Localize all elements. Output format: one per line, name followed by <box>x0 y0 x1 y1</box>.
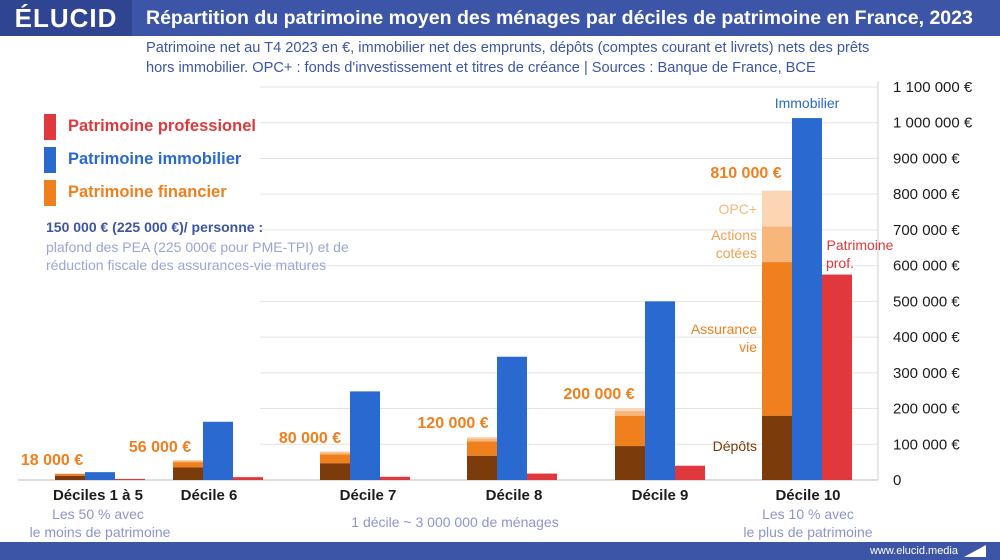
y-tick-label: 0 <box>893 472 901 489</box>
site-url: www.elucid.media <box>869 545 958 557</box>
annotation-opc: OPC+ <box>718 201 757 217</box>
y-tick-label: 500 000 € <box>893 293 960 310</box>
bar-depots <box>467 455 497 480</box>
bar-opc <box>615 408 645 412</box>
y-tick-label: 200 000 € <box>893 401 960 418</box>
bar-actions <box>173 460 203 463</box>
financial-total-label: 200 000 € <box>563 386 634 403</box>
y-tick-label: 300 000 € <box>893 365 960 382</box>
bar-opc <box>320 451 350 453</box>
title-bar: ÉLUCID Répartition du patrimoine moyen d… <box>0 0 1000 36</box>
bar-opc <box>173 459 203 461</box>
subtitle-line-2: hors immobilier. OPC+ : fonds d'investis… <box>146 60 816 76</box>
financial-total-label: 120 000 € <box>417 415 488 432</box>
annotation-assurance-line1: Assurance <box>691 321 757 337</box>
bar-assurance <box>320 454 350 464</box>
sublabel-bottom50-line1: Les 50 % avec <box>52 506 144 522</box>
bar-professionnel <box>115 478 145 480</box>
financial-total-label: 80 000 € <box>279 430 341 447</box>
bar-professionnel <box>527 473 557 480</box>
pea-note-heading: 150 000 € (225 000 €)/ personne : <box>46 219 264 235</box>
legend-label-professionnel: Patrimoine professionel <box>68 117 256 135</box>
chart-title: Répartition du patrimoine moyen des ména… <box>146 7 973 29</box>
sublabel-bottom50-line2: le moins de patrimoine <box>30 524 171 540</box>
bar-depots <box>173 467 203 480</box>
bar-assurance <box>615 415 645 447</box>
footer-bar: www.elucid.media <box>0 542 1000 560</box>
bar-professionnel <box>380 476 410 480</box>
y-tick-label: 800 000 € <box>893 186 960 203</box>
bar-immobilier <box>203 421 233 480</box>
annotation-actions-line2: cotées <box>716 245 757 261</box>
financial-total-label: 56 000 € <box>129 439 191 456</box>
chart-subtitle: Patrimoine net au T4 2023 en €, immobili… <box>146 38 986 78</box>
y-tick-label: 400 000 € <box>893 329 960 346</box>
bar-professionnel <box>233 477 263 480</box>
flag-icon <box>964 545 986 557</box>
pea-note-body: plafond des PEA (225 000€ pour PME-TPI) … <box>46 239 349 273</box>
sublabel-top10-line2: le plus de patrimoine <box>743 524 872 540</box>
y-tick-label: 900 000 € <box>893 150 960 167</box>
bar-assurance <box>762 262 792 416</box>
y-tick-label: 600 000 € <box>893 258 960 275</box>
bar-immobilier <box>85 472 115 480</box>
bar-immobilier <box>792 118 822 480</box>
y-tick-label: 100 000 € <box>893 436 960 453</box>
financial-total-label: 18 000 € <box>21 452 83 469</box>
legend-label-financier: Patrimoine financier <box>68 183 227 201</box>
legend-swatch-professionnel <box>44 114 56 140</box>
bar-depots <box>762 415 792 480</box>
bar-immobilier <box>350 391 380 480</box>
bar-assurance <box>467 441 497 456</box>
subtitle-line-1: Patrimoine net au T4 2023 en €, immobili… <box>146 40 870 56</box>
x-category-label: Décile 10 <box>775 487 840 504</box>
x-category-label: Décile 9 <box>632 487 689 504</box>
annotation-prof-line1: Patrimoine <box>827 237 894 253</box>
bar-professionnel <box>822 274 852 480</box>
chart-plot: 0 100 000 € 200 000 € 300 000 € 400 000 € 500… <box>18 79 973 540</box>
elucid-logo: ÉLUCID <box>0 0 132 36</box>
bar-opc <box>467 437 497 439</box>
y-tick-label: 700 000 € <box>893 222 960 239</box>
bar-assurance <box>173 462 203 468</box>
legend-swatch-immobilier <box>44 147 56 173</box>
annotation-depots: Dépôts <box>713 438 757 454</box>
bar-actions <box>467 438 497 442</box>
bar-opc <box>762 190 792 227</box>
financial-total-label: 810 000 € <box>710 165 781 182</box>
bar-depots <box>55 475 85 480</box>
x-category-label: Décile 6 <box>181 487 238 504</box>
annotation-assurance-line2: vie <box>739 339 757 355</box>
x-category-label: Déciles 1 à 5 <box>53 487 143 504</box>
bar-actions <box>615 411 645 416</box>
y-tick-label: 1 100 000 € <box>893 79 973 96</box>
bar-immobilier <box>497 356 527 480</box>
y-tick-label: 1 000 000 € <box>893 115 973 132</box>
x-category-label: Décile 8 <box>486 487 543 504</box>
bar-depots <box>615 446 645 480</box>
annotation-actions-line1: Actions <box>711 227 757 243</box>
sublabel-decile-households: 1 décile ~ 3 000 000 de ménages <box>351 514 558 530</box>
bar-immobilier <box>645 301 675 480</box>
sublabel-top10-line1: Les 10 % avec <box>762 506 854 522</box>
x-category-label: Décile 7 <box>340 487 397 504</box>
bar-assurance <box>55 473 85 476</box>
annotation-prof-line2: prof. <box>826 255 854 271</box>
legend-label-immobilier: Patrimoine immobilier <box>68 150 242 168</box>
bar-professionnel <box>675 465 705 480</box>
bar-actions <box>762 226 792 263</box>
bar-depots <box>320 463 350 480</box>
legend-swatch-financier <box>44 180 56 206</box>
bar-actions <box>320 452 350 455</box>
annotation-immobilier: Immobilier <box>775 95 840 111</box>
